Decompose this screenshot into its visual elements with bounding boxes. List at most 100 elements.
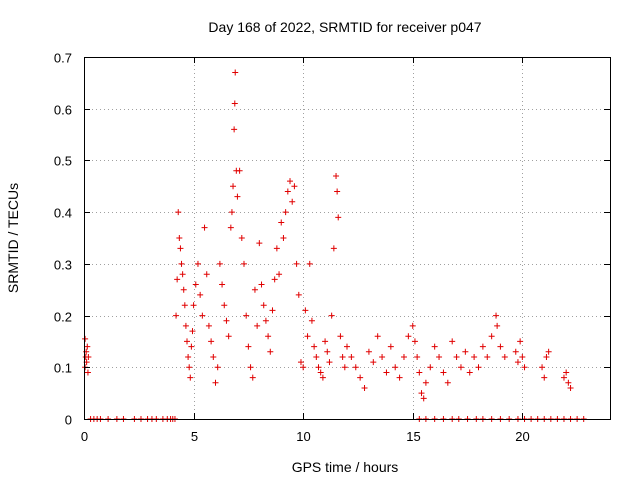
data-point	[249, 374, 256, 381]
data-point	[282, 209, 289, 216]
data-point	[304, 333, 311, 340]
data-point	[189, 328, 196, 335]
plot-frame	[84, 57, 611, 420]
data-point	[539, 364, 546, 371]
data-point	[199, 312, 206, 319]
data-point	[190, 302, 197, 309]
data-point	[230, 183, 237, 190]
data-point	[319, 374, 326, 381]
data-point	[334, 188, 341, 195]
data-point	[466, 369, 473, 376]
x-axis-label: GPS time / hours	[292, 459, 399, 475]
data-point	[247, 364, 254, 371]
data-point	[271, 276, 278, 283]
data-point	[501, 353, 508, 360]
data-point	[201, 224, 208, 231]
data-point	[422, 379, 429, 386]
y-tick-label: 0.3	[54, 258, 72, 273]
data-point	[479, 343, 486, 350]
data-point	[317, 369, 324, 376]
data-point	[341, 364, 348, 371]
data-point	[311, 343, 318, 350]
data-point	[328, 312, 335, 319]
data-point	[178, 260, 185, 267]
data-point	[192, 281, 199, 288]
data-point	[219, 281, 226, 288]
data-point	[278, 219, 285, 226]
data-point	[295, 291, 302, 298]
data-point	[497, 343, 504, 350]
data-point	[181, 302, 188, 309]
data-point	[444, 379, 451, 386]
points-layer	[82, 69, 587, 422]
data-point	[184, 338, 191, 345]
data-point	[427, 364, 434, 371]
data-point	[494, 322, 501, 329]
data-point	[453, 353, 460, 360]
data-point	[361, 384, 368, 391]
data-point	[335, 214, 342, 221]
data-point	[256, 240, 263, 247]
data-point	[337, 333, 344, 340]
data-point	[357, 374, 364, 381]
data-point	[273, 245, 280, 252]
data-point	[214, 364, 221, 371]
data-point	[231, 126, 238, 133]
data-point	[462, 348, 469, 355]
data-point	[245, 343, 252, 350]
data-point	[488, 333, 495, 340]
data-point	[175, 209, 182, 216]
x-tick-label: 5	[191, 429, 198, 444]
x-tick-label: 0	[81, 429, 88, 444]
data-point	[197, 291, 204, 298]
data-point	[187, 374, 194, 381]
data-point	[221, 302, 228, 309]
data-point	[203, 271, 210, 278]
data-point	[514, 359, 521, 366]
data-point	[205, 322, 212, 329]
data-point	[348, 353, 355, 360]
data-point	[449, 338, 456, 345]
data-point	[260, 302, 267, 309]
y-tick-label: 0.5	[54, 154, 72, 169]
data-point	[216, 260, 223, 267]
data-point	[409, 322, 416, 329]
x-tick-label: 15	[406, 429, 420, 444]
y-tick-label: 0.1	[54, 361, 72, 376]
data-point	[269, 307, 276, 314]
data-point	[333, 172, 340, 179]
data-point	[324, 348, 331, 355]
data-point	[567, 384, 574, 391]
data-point	[484, 353, 491, 360]
data-point	[267, 348, 274, 355]
data-point	[560, 374, 567, 381]
data-point	[392, 364, 399, 371]
data-point	[457, 364, 464, 371]
data-point	[287, 178, 294, 185]
data-point	[519, 353, 526, 360]
data-point	[420, 395, 427, 402]
data-point	[210, 353, 217, 360]
data-point	[306, 260, 313, 267]
data-point	[379, 353, 386, 360]
chart-title: Day 168 of 2022, SRMTID for receiver p04…	[208, 19, 481, 35]
data-point	[284, 188, 291, 195]
data-point	[234, 193, 241, 200]
data-point	[291, 183, 298, 190]
data-point	[383, 369, 390, 376]
data-point	[276, 271, 283, 278]
data-point	[411, 338, 418, 345]
x-tick-label: 10	[296, 429, 310, 444]
data-point	[243, 312, 250, 319]
data-point	[396, 374, 403, 381]
data-point	[265, 333, 272, 340]
data-point	[238, 235, 245, 241]
data-point	[431, 343, 438, 350]
data-point	[387, 343, 394, 350]
data-point	[84, 369, 91, 376]
y-tick-label: 0.7	[54, 51, 72, 66]
data-point	[231, 100, 238, 107]
data-point	[302, 307, 309, 314]
